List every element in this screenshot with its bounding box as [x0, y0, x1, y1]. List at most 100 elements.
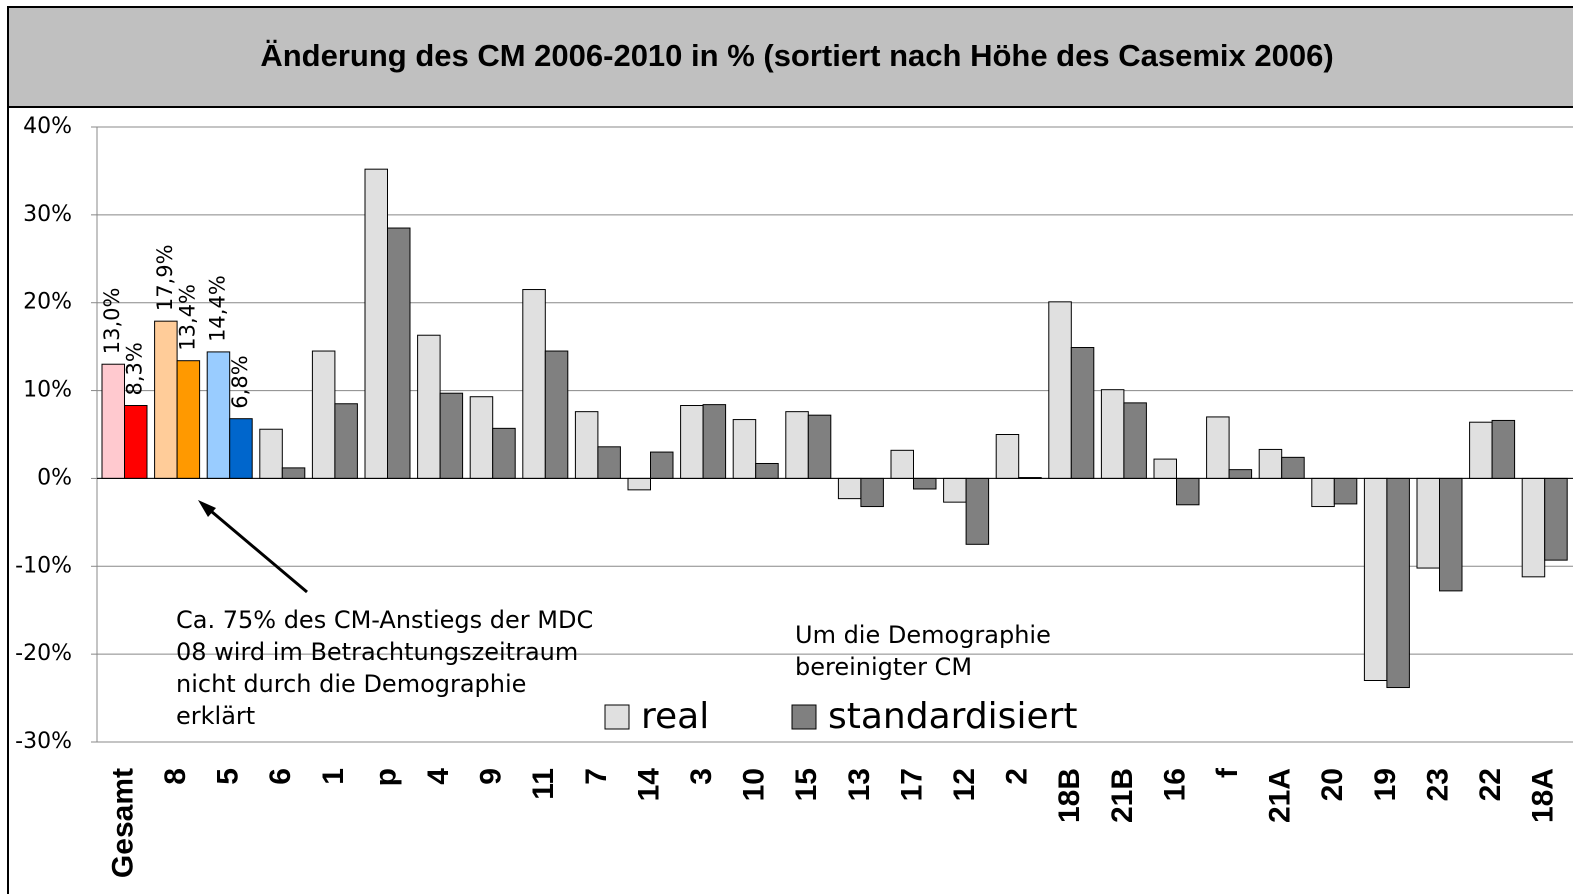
y-tick-label: 40%: [23, 114, 72, 139]
bars: 13,0%8,3% 17,9%13,4% 14,4% 6,8%: [97, 168, 1573, 689]
bar: [890, 449, 914, 479]
x-tick-label: Gesamt: [106, 768, 139, 878]
bar: [1070, 347, 1095, 479]
title-box: [7, 6, 1573, 108]
x-tick-label: 1: [317, 768, 350, 785]
legend-label: real: [641, 696, 709, 737]
x-tick-label: 22: [1474, 768, 1507, 801]
x-tick-label: 9: [475, 768, 508, 785]
x-tick-label: 23: [1421, 768, 1454, 801]
bar: [469, 396, 494, 479]
bar: [229, 418, 253, 479]
y-tick-label: -30%: [15, 729, 72, 754]
bar: [785, 411, 809, 479]
y-tick-label: 0%: [37, 465, 72, 490]
bar: [1228, 469, 1253, 479]
x-tick-label: f: [1211, 767, 1244, 778]
x-tick-label: 15: [790, 768, 823, 801]
bar: [1153, 458, 1177, 479]
legend: real standardisiert: [604, 696, 1078, 737]
arrow-head: [198, 500, 216, 517]
bar: [417, 334, 441, 479]
bar: [627, 477, 651, 491]
legend-label: standardisiert: [828, 696, 1078, 737]
bar: [124, 405, 148, 479]
data-label: 14,4%: [205, 275, 229, 342]
data-label: 8,3%: [123, 342, 147, 395]
bar: [1100, 389, 1125, 479]
bar: [544, 350, 569, 479]
bar: [522, 289, 546, 479]
bar: [755, 462, 779, 479]
bar: [1206, 416, 1230, 479]
bar: [1469, 421, 1493, 479]
bar: [364, 168, 388, 479]
bar: [1123, 402, 1147, 479]
x-tick-label: 4: [422, 768, 455, 785]
bar: [1333, 477, 1358, 505]
bar: [837, 477, 862, 500]
bar: [597, 446, 621, 479]
x-tick-label: 2: [1001, 768, 1034, 785]
annotation: Um die Demographie: [795, 621, 1051, 649]
bar: [281, 467, 306, 479]
legend-swatch: [791, 704, 817, 730]
x-tick-label: 10: [738, 768, 771, 801]
bar: [702, 404, 727, 479]
bar: [574, 411, 599, 479]
bar: [1386, 477, 1410, 689]
y-tick-label: 10%: [23, 378, 72, 403]
bar: [176, 360, 201, 479]
bar: [1176, 477, 1200, 506]
bar: [1544, 477, 1568, 561]
x-tick-label: 21B: [1106, 768, 1139, 823]
bar: [101, 363, 125, 479]
bar: [965, 477, 990, 545]
bar: [860, 477, 884, 508]
x-tick-label: 16: [1158, 768, 1191, 801]
data-label: 17,9%: [153, 244, 177, 311]
bar: [1521, 477, 1546, 578]
arrow: [204, 504, 308, 594]
bar: [943, 477, 967, 503]
annotation: 08 wird im Betrachtungszeitraum: [176, 638, 578, 666]
x-tick-label: 17: [895, 768, 928, 801]
data-label: 13,0%: [100, 287, 124, 354]
bar: [807, 414, 832, 479]
bar: [492, 427, 516, 479]
x-tick-label: 3: [685, 768, 718, 785]
bar: [732, 419, 757, 479]
x-tick-label: 21A: [1264, 768, 1297, 823]
bar: [206, 351, 231, 479]
bar: [1363, 477, 1388, 681]
bar: [1258, 448, 1283, 479]
bar: [1491, 419, 1516, 479]
x-tick-label: 18A: [1527, 768, 1560, 823]
bar: [1439, 477, 1463, 592]
x-tick-label: 7: [580, 768, 613, 785]
x-tick-label: 5: [212, 768, 245, 785]
bar: [334, 403, 358, 479]
bar: [913, 477, 937, 490]
x-tick-label: 19: [1369, 768, 1402, 801]
legend-swatch: [604, 704, 630, 730]
bar: [259, 428, 283, 479]
bar: [650, 451, 674, 479]
bar: [1416, 477, 1440, 569]
bar: [387, 227, 411, 479]
x-tick-label: p: [369, 768, 402, 786]
annotation: nicht durch die Demographie: [176, 670, 526, 698]
x-tick-label: 11: [527, 768, 560, 800]
annotation: bereinigter CM: [795, 653, 972, 681]
y-tick-label: 30%: [23, 202, 72, 227]
y-tick-label: 20%: [23, 290, 72, 315]
bar: [1311, 477, 1335, 508]
x-tick-label: 8: [159, 768, 192, 785]
x-tick-label: 6: [264, 768, 297, 785]
annotation: erklärt: [176, 702, 255, 730]
y-tick-label: -20%: [15, 641, 72, 666]
annotation: Ca. 75% des CM-Anstiegs der MDC: [176, 606, 593, 634]
x-tick-label: 12: [948, 768, 981, 801]
x-tick-label: 18B: [1053, 768, 1086, 823]
